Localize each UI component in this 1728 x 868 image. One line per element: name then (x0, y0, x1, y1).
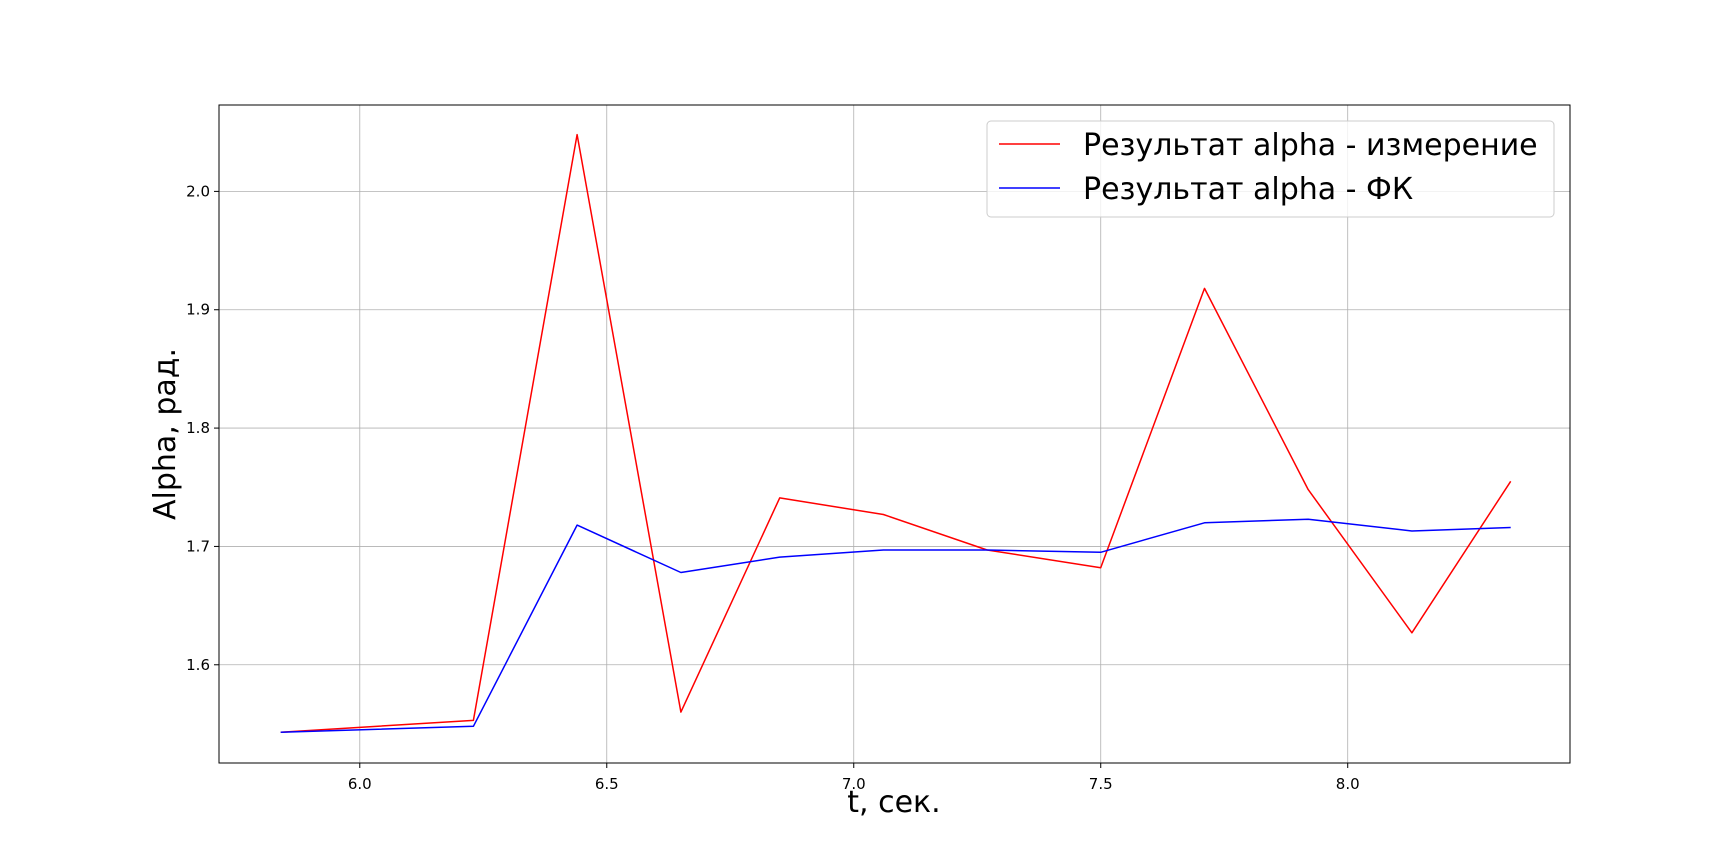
legend: Результат alpha - измерение Результат al… (986, 120, 1555, 218)
plot-area-frame (218, 104, 1571, 764)
legend-label-measurement: Результат alpha - измерение (1083, 128, 1538, 163)
legend-box (986, 120, 1555, 218)
y-tick-label: 1.6 (186, 656, 210, 674)
y-tick-label: 1.9 (186, 301, 210, 319)
x-axis-label: t, сек. (847, 785, 940, 820)
y-tick-label: 1.7 (186, 537, 210, 555)
x-tick-label: 6.0 (348, 775, 372, 793)
x-tick-label: 8.0 (1336, 775, 1360, 793)
y-axis-ticks: 1.6 1.7 1.8 1.9 2.0 (186, 182, 219, 674)
y-tick-label: 2.0 (186, 182, 210, 200)
x-axis-ticks: 6.0 6.5 7.0 7.5 8.0 (348, 763, 1360, 793)
y-tick-label: 1.8 (186, 419, 210, 437)
series-line-1 (280, 518, 1511, 733)
series-line-0 (280, 133, 1512, 733)
x-tick-label: 6.5 (595, 775, 619, 793)
y-axis-label: Alpha, рад. (148, 348, 183, 520)
legend-label-filter: Результат alpha - ФК (1083, 172, 1413, 207)
x-tick-label: 7.5 (1089, 775, 1113, 793)
series-lines (280, 133, 1512, 733)
x-tick-label: 7.0 (842, 775, 866, 793)
